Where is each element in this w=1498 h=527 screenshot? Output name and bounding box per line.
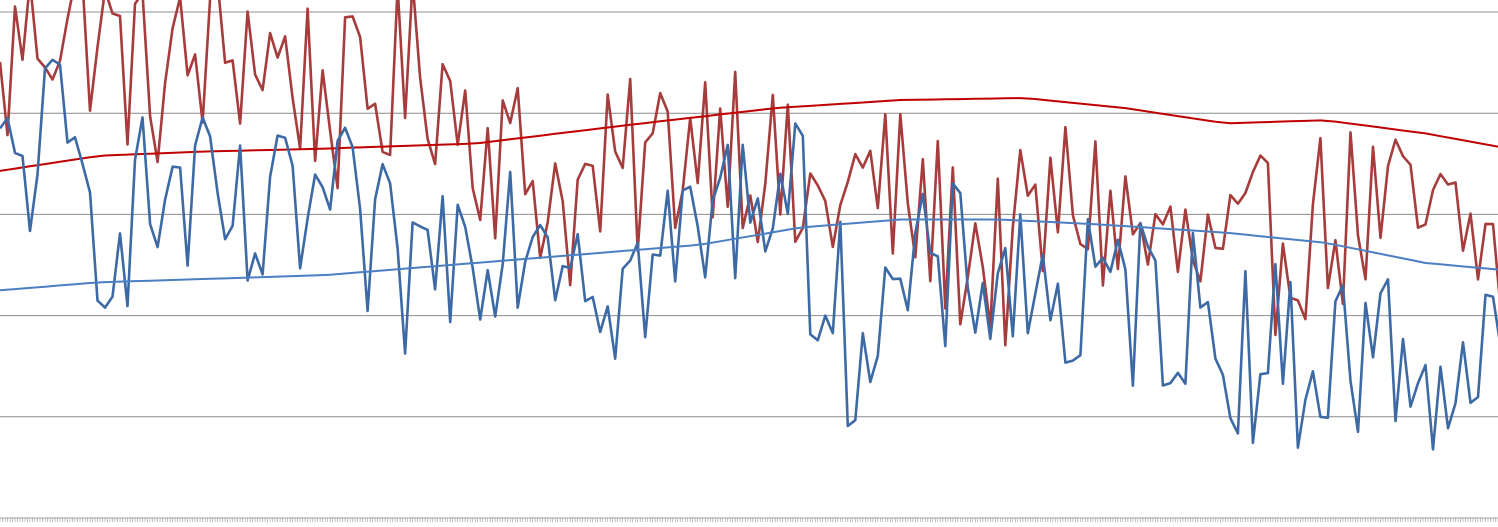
gridlines	[0, 11, 1498, 519]
series-line-1	[0, 0, 1498, 347]
series-lines	[0, 0, 1498, 451]
series-line-3	[0, 58, 1498, 451]
series-line-4	[0, 218, 1498, 292]
series-line-2	[0, 97, 1498, 172]
x-axis	[0, 518, 1498, 522]
